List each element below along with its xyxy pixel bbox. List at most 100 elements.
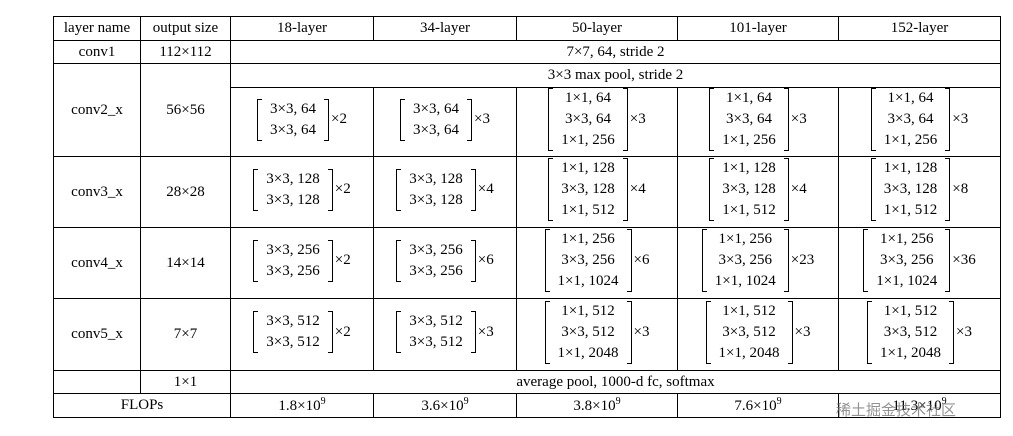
bracket-right <box>945 88 951 151</box>
block-lines: 1×1, 64 3×3, 64 1×1, 256 <box>714 88 783 151</box>
block-cell: 3×3, 128 3×3, 128 ×4 <box>373 156 517 228</box>
bracket-left <box>709 158 715 221</box>
table-row: conv3_x 28×28 3×3, 128 3×3, 128 ×2 3×3, 128 3×… <box>53 156 1001 228</box>
header-cell: 152-layer <box>838 16 1001 41</box>
block-times: ×3 <box>952 111 969 127</box>
block: 1×1, 128 3×3, 128 1×1, 512 ×8 <box>870 158 969 221</box>
bracket-right <box>324 98 329 141</box>
block-line: 3×3, 256 <box>561 252 615 268</box>
block-line: 1×1, 512 <box>722 302 776 319</box>
flops-base: 7.6×10 <box>734 398 777 414</box>
flops-exp: 9 <box>463 396 469 407</box>
layer-name: conv1 <box>53 40 141 64</box>
block-cell: 1×1, 128 3×3, 128 1×1, 512 ×8 <box>838 156 1001 228</box>
block-cell: 3×3, 64 3×3, 64 ×2 <box>230 87 374 157</box>
flops-exp: 9 <box>320 396 326 407</box>
block-line: 3×3, 256 <box>409 262 463 279</box>
block-line: 1×1, 256 <box>561 231 615 247</box>
bracket-left <box>863 229 869 292</box>
block-times: ×4 <box>629 181 646 197</box>
block: 1×1, 256 3×3, 256 1×1, 1024 ×23 <box>701 229 814 292</box>
layer-name: conv2_x <box>53 63 141 157</box>
block-line: 3×3, 128 <box>266 191 320 208</box>
flops-cell: 3.6×109 <box>373 393 517 418</box>
block-lines: 3×3, 64 3×3, 64 <box>262 99 324 141</box>
block-times: ×2 <box>334 181 351 197</box>
table-row: 3×3, 64 3×3, 64 ×2 3×3, 64 3×3, 64 ×3 1×1, 64 3… <box>54 87 1001 157</box>
block-cell: 3×3, 128 3×3, 128 ×2 <box>230 156 374 228</box>
block: 3×3, 64 3×3, 64 ×2 <box>257 98 347 141</box>
bracket-left <box>548 158 554 221</box>
block-cell: 3×3, 512 3×3, 512 ×2 <box>230 298 374 371</box>
bracket-right <box>470 311 476 353</box>
output-size: 28×28 <box>140 156 231 228</box>
spec-cell: 7×7, 64, stride 2 <box>230 40 1001 64</box>
block-line: 1×1, 256 <box>880 231 934 247</box>
block: 1×1, 64 3×3, 64 1×1, 256 ×3 <box>870 88 969 151</box>
block-line: 3×3, 256 <box>409 241 463 258</box>
output-size: 7×7 <box>140 298 231 371</box>
block-line: 3×3, 512 <box>883 323 938 340</box>
bracket-left <box>544 229 550 292</box>
block-times: ×8 <box>952 181 969 197</box>
table-row: conv5_x 7×7 3×3, 512 3×3, 512 ×2 3×3, 512 3×3,… <box>53 298 1001 371</box>
block-line: 1×1, 2048 <box>718 344 780 361</box>
block-line: 1×1, 1024 <box>714 273 776 289</box>
block-cell: 1×1, 256 3×3, 256 1×1, 1024 ×36 <box>838 227 1001 299</box>
bracket-right <box>626 229 632 292</box>
flops-exp: 9 <box>615 396 621 407</box>
block-lines: 1×1, 64 3×3, 64 1×1, 256 <box>876 88 945 151</box>
flops-cell: 7.6×109 <box>677 393 839 418</box>
block-line: 1×1, 512 <box>561 302 615 319</box>
block-line: 3×3, 128 <box>409 170 463 187</box>
block-times: ×2 <box>331 111 347 127</box>
block-times: ×6 <box>477 252 494 268</box>
output-size: 14×14 <box>140 227 231 299</box>
bracket-right <box>783 88 789 151</box>
bracket-right <box>945 158 951 221</box>
block-line: 1×1, 2048 <box>880 344 941 361</box>
block-line: 1×1, 64 <box>887 90 934 106</box>
block-line: 1×1, 512 <box>883 302 938 319</box>
block-times: ×4 <box>477 181 494 197</box>
block-times: ×3 <box>633 323 650 340</box>
output-size: 56×56 <box>140 63 231 157</box>
flops-exp: 9 <box>776 396 782 407</box>
block-lines: 3×3, 512 3×3, 512 <box>258 311 327 353</box>
flops-cell: 1.8×109 <box>230 393 374 418</box>
block-line: 3×3, 64 <box>270 100 316 117</box>
block-line: 1×1, 256 <box>561 132 615 148</box>
block-line: 3×3, 256 <box>880 252 934 268</box>
block-lines: 1×1, 256 3×3, 256 1×1, 1024 <box>868 229 945 292</box>
block-line: 1×1, 1024 <box>876 273 938 289</box>
block: 3×3, 64 3×3, 64 ×3 <box>400 98 490 141</box>
block-line: 1×1, 512 <box>722 202 776 218</box>
block-line: 3×3, 64 <box>413 121 459 138</box>
block-cell: 1×1, 512 3×3, 512 1×1, 2048 ×3 <box>677 298 839 371</box>
block-line: 3×3, 128 <box>722 181 776 197</box>
bracket-right <box>327 168 333 211</box>
table-row: conv4_x 14×14 3×3, 256 3×3, 256 ×2 3×3, 256 3×… <box>53 227 1001 299</box>
flops-base: 3.6×10 <box>421 398 464 414</box>
block-times: ×2 <box>334 323 351 340</box>
block-line: 3×3, 512 <box>266 313 320 329</box>
flops-label: FLOPs <box>53 393 231 418</box>
bracket-left <box>544 300 550 364</box>
block-cell: 3×3, 512 3×3, 512 ×3 <box>373 298 517 371</box>
bracket-right <box>470 168 476 211</box>
block-times: ×3 <box>477 323 494 340</box>
block-lines: 3×3, 64 3×3, 64 <box>405 99 467 141</box>
block-cell: 1×1, 64 3×3, 64 1×1, 256 ×3 <box>516 87 678 157</box>
block-line: 3×3, 64 <box>270 121 316 138</box>
block-cell: 3×3, 256 3×3, 256 ×6 <box>373 227 517 299</box>
block-times: ×3 <box>474 111 490 127</box>
block-cell: 1×1, 512 3×3, 512 1×1, 2048 ×3 <box>838 298 1001 371</box>
table-row: conv1 112×112 7×7, 64, stride 2 <box>53 40 1001 64</box>
bracket-right <box>626 300 632 364</box>
block: 1×1, 256 3×3, 256 1×1, 1024 ×36 <box>863 229 976 292</box>
block-cell: 1×1, 64 3×3, 64 1×1, 256 ×3 <box>677 87 839 157</box>
architecture-table: layer name output size 18-layer 34-layer 50-… <box>53 16 1001 418</box>
block-times: ×6 <box>633 252 650 268</box>
header-cell: 18-layer <box>230 16 374 41</box>
bracket-right <box>945 229 951 292</box>
